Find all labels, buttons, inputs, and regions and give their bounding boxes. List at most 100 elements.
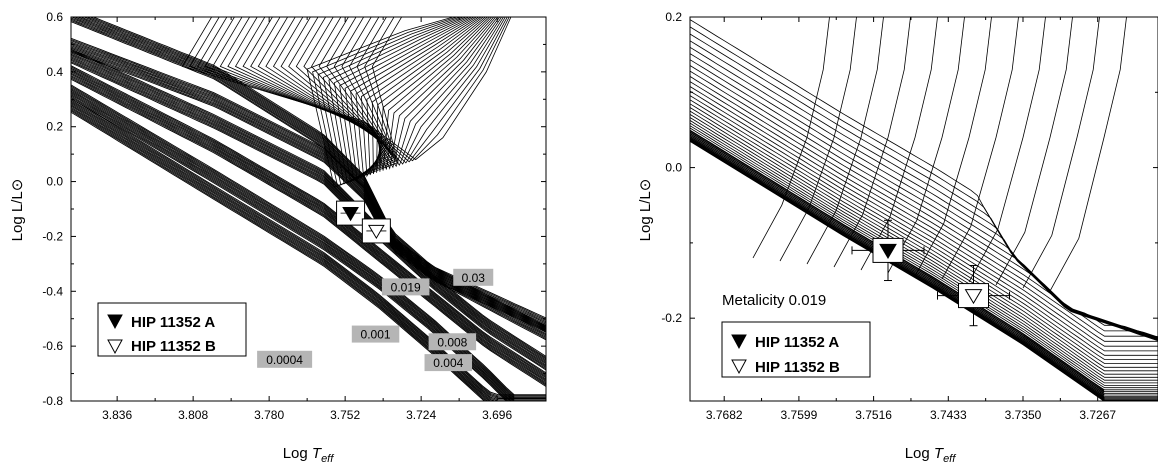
isochrone-loop <box>227 17 501 168</box>
isochrone-loop <box>250 17 495 170</box>
isochrone <box>690 99 1158 360</box>
isochrone-loop <box>322 17 465 185</box>
metallicity-track-0.03 <box>71 51 546 333</box>
metallicity-track-0.008 <box>71 58 546 367</box>
left-y-axis-label: Log L/L⊙ <box>9 179 26 242</box>
y-tick-label: 0.0 <box>46 175 63 189</box>
metallicity-track-0.008 <box>71 53 546 362</box>
subgiant-branch <box>995 17 1073 286</box>
metallicity-track-0.004 <box>71 77 546 386</box>
metallicity-track-0.03 <box>71 50 546 331</box>
subgiant-branch <box>941 17 1019 280</box>
zams-edge <box>690 134 1105 396</box>
metallicity-track-0.008 <box>71 48 546 357</box>
y-tick-label: 0.0 <box>665 161 682 175</box>
metallicity-track-0.008 <box>71 62 546 371</box>
isochrone-loop <box>295 17 482 178</box>
zams-edge <box>690 139 1105 400</box>
subgiant-branch <box>968 17 1046 283</box>
metallicity-track-0.004 <box>71 65 546 374</box>
isochrone <box>690 81 1158 342</box>
left-track-layer <box>71 17 546 401</box>
subgiant-branch <box>887 17 965 274</box>
isochrone <box>690 33 1158 341</box>
metallicity-track-0.004 <box>71 76 546 385</box>
star-marker-b <box>367 224 385 240</box>
track-label-box <box>424 354 473 372</box>
right-isochrone-layer <box>690 17 1158 401</box>
metallicity-track-0.0004 <box>71 110 487 401</box>
isochrone-loop <box>311 17 478 180</box>
x-tick-label: 3.696 <box>482 408 512 422</box>
metallicity-track-0.008 <box>71 61 546 370</box>
isochrone-loop <box>265 17 491 172</box>
isochrone-loop <box>288 17 484 176</box>
isochrone <box>690 19 1158 342</box>
track-label-box <box>453 268 494 286</box>
x-tick-label: 3.724 <box>406 408 436 422</box>
isochrone-loop <box>234 17 499 169</box>
left-x-axis-label: Log Teff <box>283 445 335 465</box>
subgiant-branch <box>779 17 857 262</box>
y-tick-label: -0.4 <box>42 284 63 298</box>
metallicity-track-0.0004 <box>71 100 546 398</box>
left-legend-label-b: HIP 11352 B <box>131 338 216 355</box>
metallicity-track-0.0004 <box>71 98 546 396</box>
metallicity-track-0.008 <box>71 50 546 359</box>
metallicity-track-0.004 <box>71 66 546 375</box>
track-label-box <box>381 278 430 296</box>
x-tick-label: 3.752 <box>330 408 360 422</box>
metallicity-track-0.004 <box>71 73 546 382</box>
track-label: 0.03 <box>462 271 486 285</box>
metallicity-track-0.004 <box>71 70 546 379</box>
metallicity-track-0.008 <box>71 59 546 368</box>
right-metallicity-annotation: Metalicity 0.019 <box>722 292 826 309</box>
x-tick-label: 3.7682 <box>706 408 743 422</box>
zams-edge <box>690 136 1105 397</box>
track-label: 0.004 <box>433 356 463 370</box>
isochrone <box>690 86 1158 347</box>
metallicity-track-0.03 <box>71 42 546 324</box>
isochrone <box>690 125 1158 386</box>
metallicity-track-0.0004 <box>71 108 490 401</box>
x-tick-label: 3.836 <box>102 408 132 422</box>
left-legend-label-a: HIP 11352 A <box>131 314 215 331</box>
metallicity-track-0.03 <box>71 43 546 325</box>
subgiant-branch <box>752 17 830 259</box>
y-tick-label: 0.6 <box>46 10 63 24</box>
right-chart: 3.7682 3.7599 3.7516 3.7433 3.7350 3.7267 0.2 0… <box>637 10 1158 465</box>
isochrone-loop <box>204 17 506 164</box>
y-tick-label: 0.2 <box>46 120 63 134</box>
zams-edge <box>690 137 1105 399</box>
metallicity-track-0.008 <box>71 54 546 363</box>
isochrone-loop <box>333 17 470 183</box>
isochrone-loop <box>303 17 480 179</box>
right-star-markers <box>851 219 1010 327</box>
right-legend-marker-a <box>731 334 747 350</box>
right-legend-marker-b <box>731 359 747 375</box>
metallicity-track-0.03 <box>71 45 546 326</box>
y-tick-label: -0.6 <box>42 339 63 353</box>
metallicity-track-0.03 <box>71 46 546 328</box>
left-legend: HIP 11352 A HIP 11352 B <box>97 302 247 357</box>
isochrone-loop <box>318 17 475 181</box>
track-label: 0.008 <box>437 335 467 349</box>
metallicity-track-0.001 <box>71 87 546 398</box>
left-star-markers <box>336 200 391 244</box>
star-marker-b <box>964 289 983 305</box>
metallicity-track-0.0004 <box>71 105 497 401</box>
metallicity-track-0.004 <box>71 78 546 387</box>
track-label: 0.001 <box>361 328 391 342</box>
track-label-box <box>257 350 313 368</box>
x-tick-label: 3.808 <box>178 408 208 422</box>
isochrone-loop <box>306 17 455 188</box>
y-tick-label: 0.2 <box>665 10 682 24</box>
metallicity-track-0.0004 <box>71 106 493 401</box>
x-tick-label: 3.7599 <box>781 408 818 422</box>
isochrone <box>690 127 1158 389</box>
left-legend-box <box>97 302 247 357</box>
metallicity-track-0.004 <box>71 71 546 380</box>
metallicity-track-0.0004 <box>71 103 546 401</box>
left-legend-marker-b <box>107 339 123 355</box>
metallicity-track-0.008 <box>71 56 546 365</box>
